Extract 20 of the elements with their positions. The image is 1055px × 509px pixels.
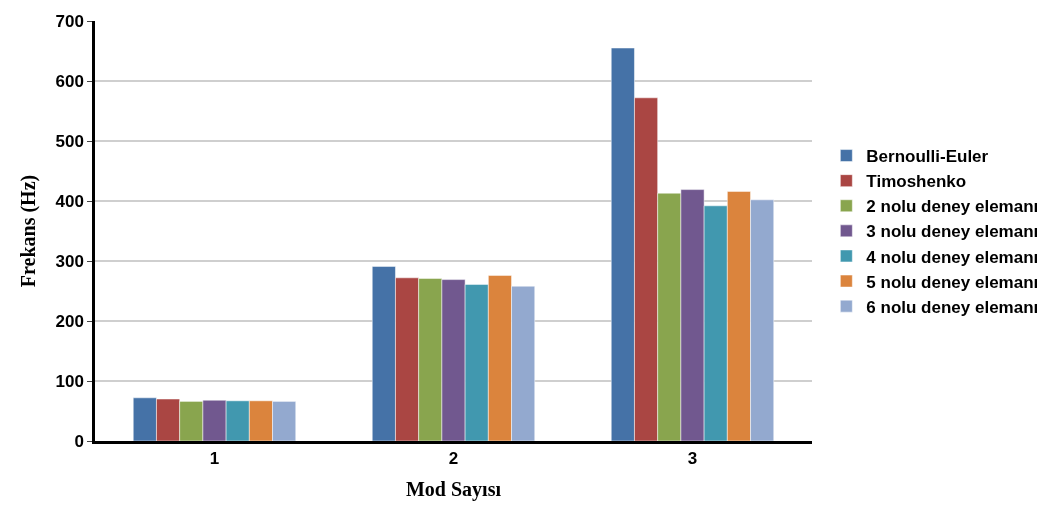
y-tick-label: 0 [74,431,84,451]
x-tick-label: 2 [448,449,459,469]
y-tick-label: 200 [55,311,84,331]
legend-label: 5 nolu deney elemanı [866,272,1039,292]
legend-label: 4 nolu deney elemanı [866,247,1039,267]
x-tick-label: 1 [209,449,220,469]
y-tick-label: 500 [55,131,84,151]
legend-label: Bernoulli-Euler [866,147,989,167]
y-tick-label: 400 [55,191,84,211]
y-tick-label: 600 [55,71,84,91]
y-axis-title: Frekans (Hz) [16,174,40,288]
legend-label: 6 nolu deney elemanı [866,297,1039,317]
legend-label: 3 nolu deney elemanı [866,222,1039,242]
y-tick-label: 700 [55,11,84,31]
x-tick-label: 3 [687,449,698,469]
legend-label: Timoshenko [866,172,967,192]
y-tick-label: 300 [55,251,84,271]
x-axis-title: Mod Sayısı [405,477,502,501]
legend-label: 2 nolu deney elemanı [866,197,1039,217]
y-tick-label: 100 [55,371,84,391]
